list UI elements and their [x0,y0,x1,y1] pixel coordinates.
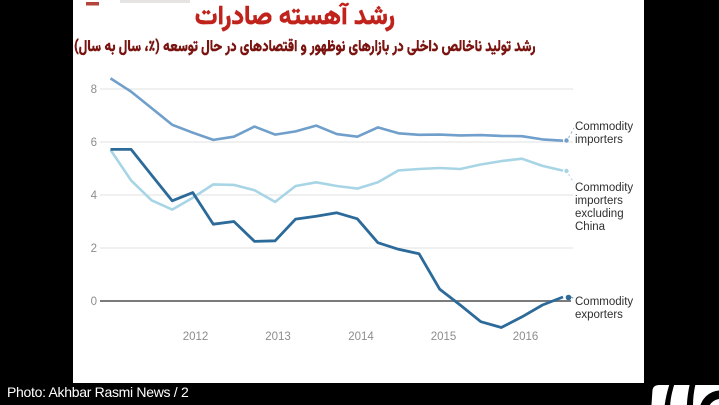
svg-text:exporters: exporters [575,309,623,321]
svg-text:Commodity: Commodity [575,121,633,133]
svg-text:Commodity: Commodity [575,182,633,194]
svg-text:Commodity: Commodity [575,296,633,308]
svg-text:importers: importers [575,134,623,146]
svg-text:4: 4 [91,190,98,202]
svg-text:excluding: excluding [575,208,624,220]
svg-text:2014: 2014 [348,331,374,343]
svg-text:2: 2 [91,243,97,255]
svg-text:China: China [575,221,606,233]
svg-text:8: 8 [91,84,97,96]
svg-text:2012: 2012 [183,331,209,343]
svg-text:Photo: Akhbar Rasmi News / 2: Photo: Akhbar Rasmi News / 2 [7,384,189,400]
svg-text:2015: 2015 [431,331,457,343]
svg-text:0: 0 [91,296,97,308]
svg-text:importers: importers [575,195,623,207]
svg-text:6: 6 [91,137,97,149]
svg-text:2013: 2013 [265,331,291,343]
svg-text:2016: 2016 [513,331,539,343]
